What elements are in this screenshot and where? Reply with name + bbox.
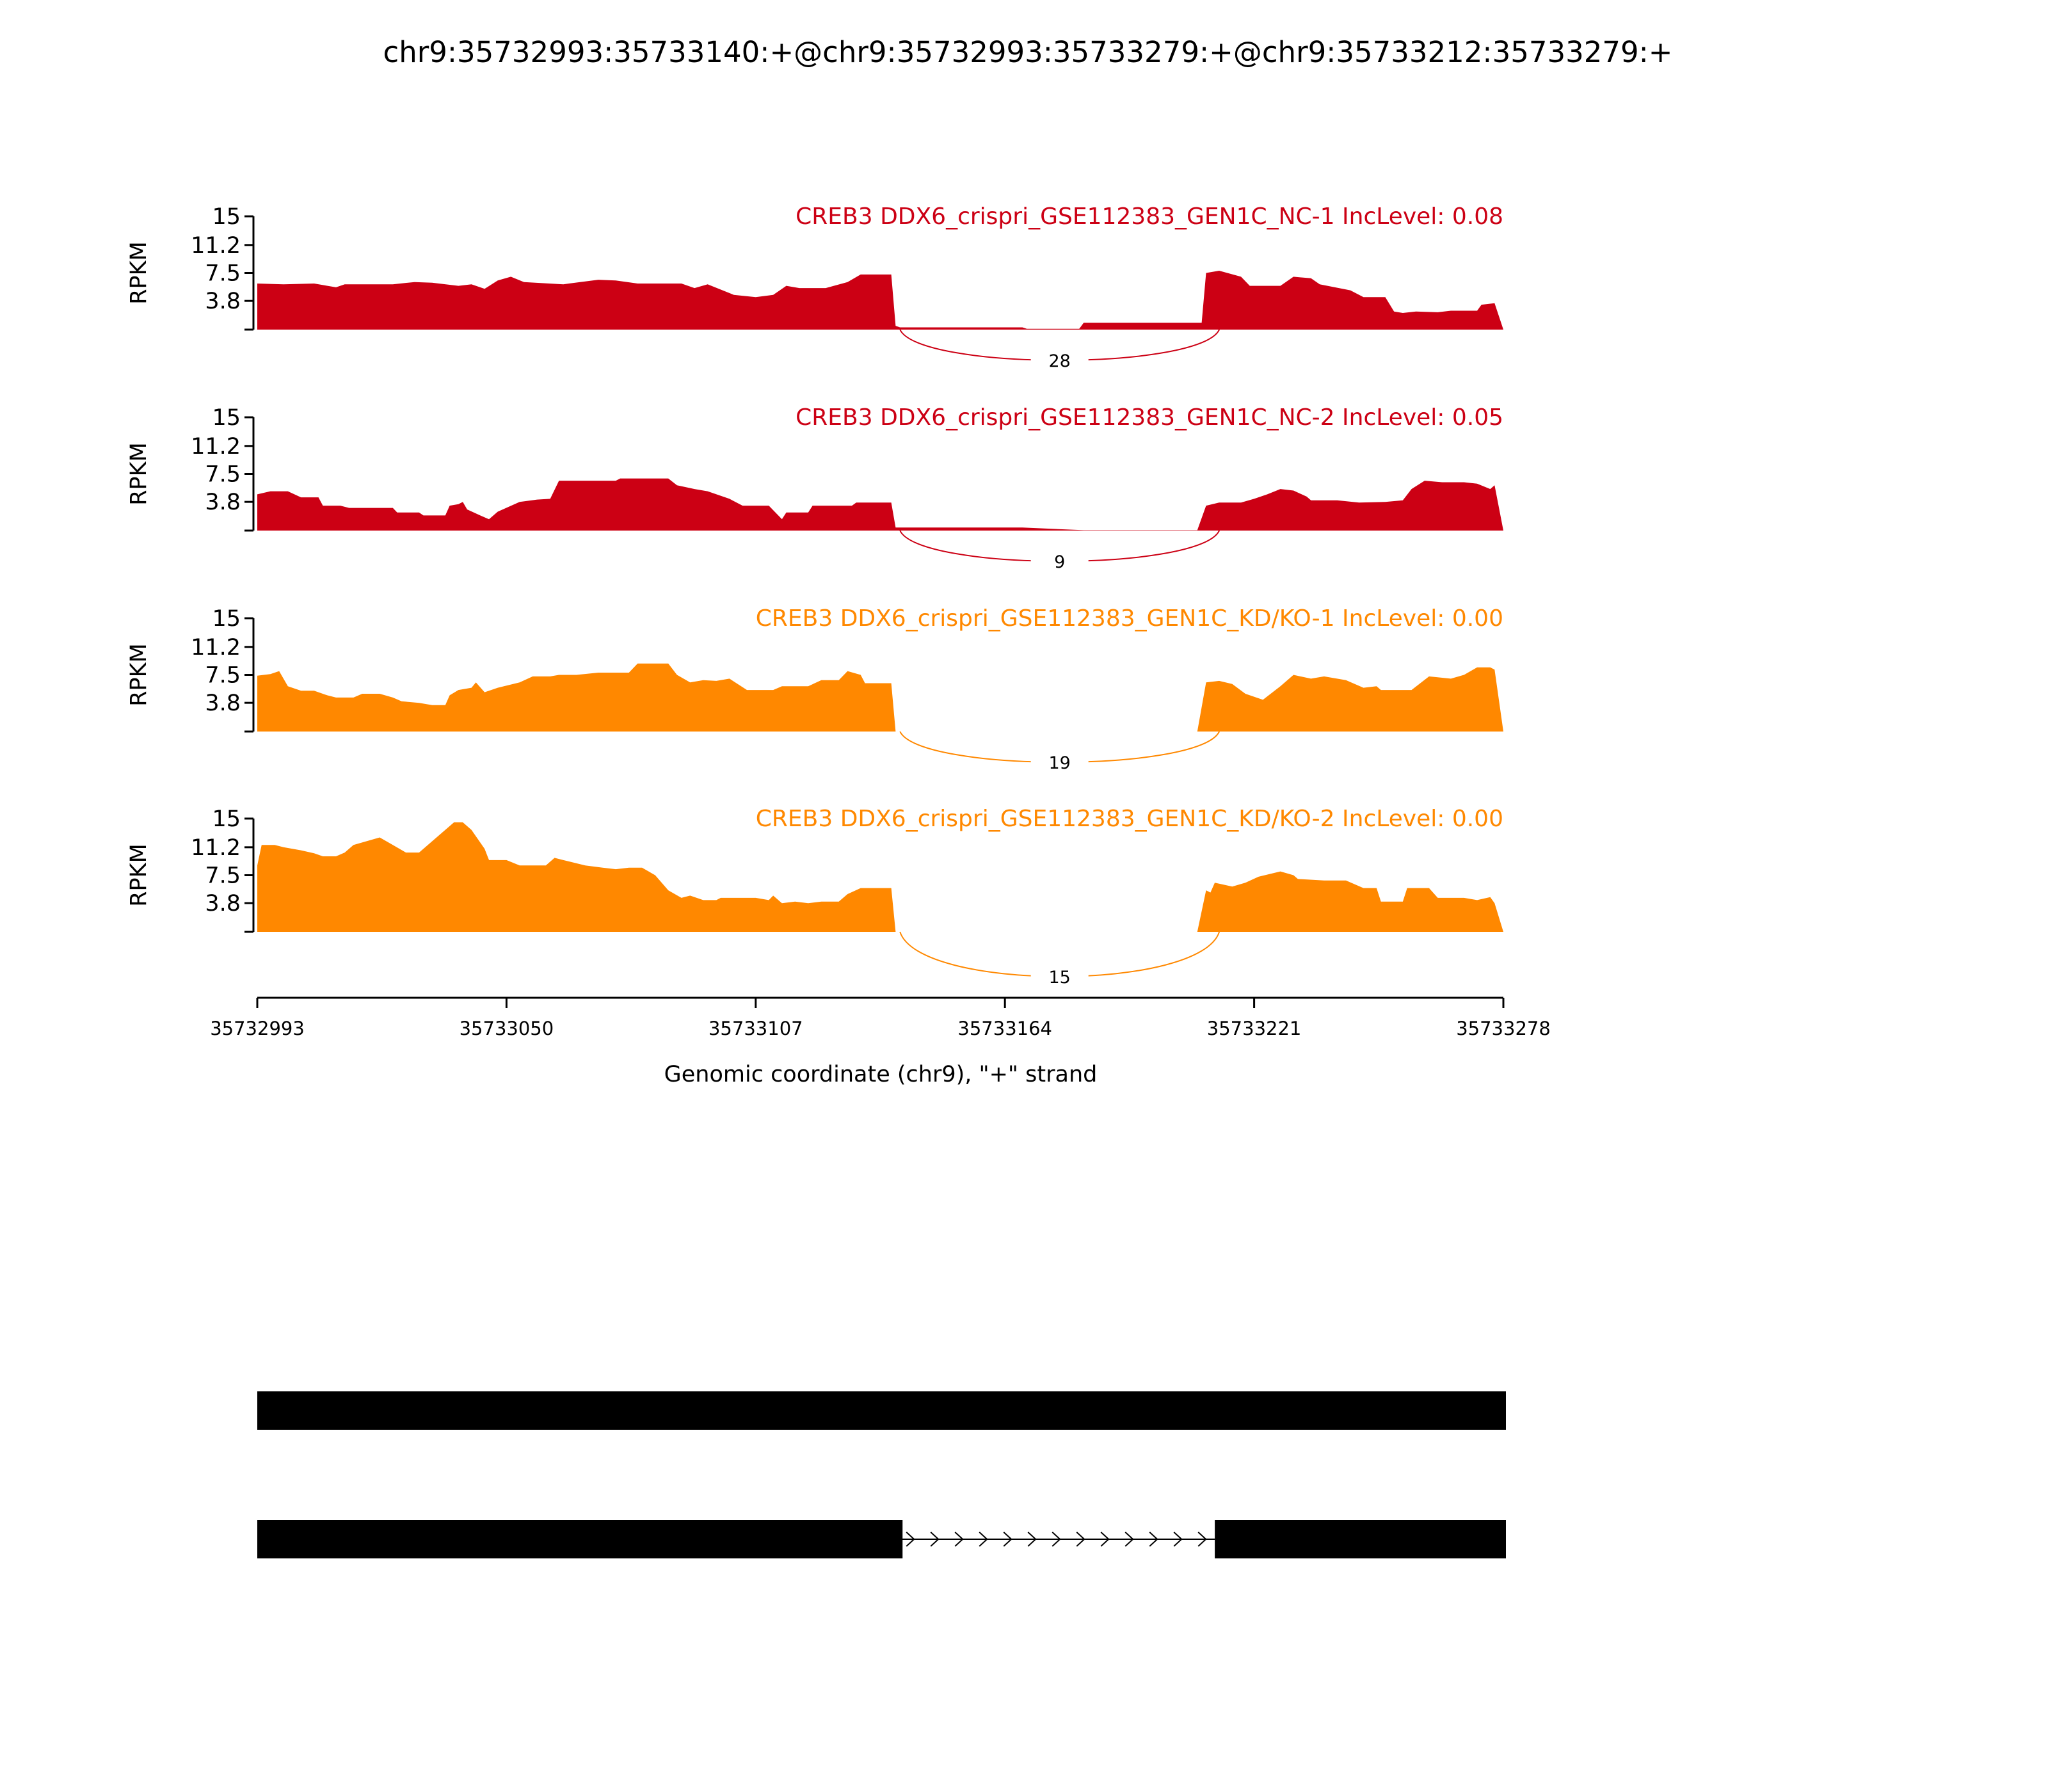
strand-arrow-icon <box>1027 1532 1037 1547</box>
junction-label-bg <box>1030 550 1089 574</box>
strand-arrow-icon <box>1173 1532 1183 1547</box>
x-axis-label: Genomic coordinate (chr9), "+" strand <box>664 1062 1098 1087</box>
y-tick-label: 15 <box>212 806 241 832</box>
strand-arrow-icon <box>1052 1532 1061 1547</box>
gene-model-2 <box>257 1520 1506 1558</box>
y-tick-label: 15 <box>212 606 241 632</box>
track-label: CREB3 DDX6_crispri_GSE112383_GEN1C_KD/KO… <box>756 806 1503 832</box>
x-tick-label: 35733278 <box>1456 1018 1551 1039</box>
y-tick-label: 11.2 <box>191 635 241 660</box>
y-tick-label: 11.2 <box>191 434 241 460</box>
strand-arrow-icon <box>906 1532 915 1547</box>
y-tick-label: 7.5 <box>205 863 241 889</box>
y-tick-label: 3.8 <box>205 691 241 716</box>
junction-count-label: 28 <box>1048 351 1070 371</box>
y-axis-label: RPKM <box>126 241 152 305</box>
junction-count-label: 9 <box>1054 552 1065 572</box>
junction-label-bg <box>1030 751 1089 775</box>
junction-count-label: 15 <box>1048 968 1070 988</box>
coverage-area <box>257 822 1503 932</box>
x-tick-label: 35732993 <box>210 1018 305 1039</box>
gene-model-1 <box>257 1391 1506 1430</box>
track-1: 15 11.27.53.8 RPKM CREB3 DDX6_crispri_GSE11… <box>126 204 1503 373</box>
junction-label-bg <box>1030 965 1089 989</box>
y-tick-label: 15 <box>212 405 241 431</box>
y-axis-label: RPKM <box>126 643 152 707</box>
strand-arrow-icon <box>979 1532 988 1547</box>
y-tick-label: 7.5 <box>205 261 241 287</box>
strand-arrow-icon <box>1149 1532 1158 1547</box>
x-tick-label: 35733164 <box>957 1018 1052 1039</box>
coverage-area <box>257 478 1503 531</box>
exon-block <box>1215 1520 1506 1558</box>
track-label: CREB3 DDX6_crispri_GSE112383_GEN1C_NC-2 … <box>796 404 1503 431</box>
chart-title: chr9:35732993:35733140:+@chr9:35732993:3… <box>383 35 1672 69</box>
x-tick-label: 35733107 <box>708 1018 803 1039</box>
x-axis: 35732993 35733050 35733107 35733164 35733221… <box>210 996 1551 1039</box>
coverage-area <box>257 663 1503 732</box>
y-tick-label: 3.8 <box>205 891 241 916</box>
coverage-area <box>257 271 1503 330</box>
junction-label-bg <box>1030 349 1089 373</box>
track-3: 15 11.2 7.53.8 RPKM CREB3 DDX6_crispri_GSE11… <box>126 605 1503 775</box>
x-tick-label: 35733221 <box>1207 1018 1302 1039</box>
exon-block <box>257 1520 903 1558</box>
x-tick-label: 35733050 <box>460 1018 554 1039</box>
track-label: CREB3 DDX6_crispri_GSE112383_GEN1C_KD/KO… <box>756 605 1503 632</box>
strand-arrow-icon <box>930 1532 940 1547</box>
gene-models <box>257 1391 1506 1558</box>
y-axis-label: RPKM <box>126 442 152 506</box>
strand-arrow-icon <box>954 1532 964 1547</box>
y-tick-label: 3.8 <box>205 490 241 515</box>
track-4: 15 11.27.53.8 RPKM CREB3 DDX6_crispri_GSE11… <box>126 806 1503 989</box>
exon-block <box>257 1391 1506 1430</box>
strand-arrow-icon <box>1197 1532 1207 1547</box>
strand-arrow-icon <box>1124 1532 1134 1547</box>
y-tick-label: 7.5 <box>205 462 241 488</box>
track-label: CREB3 DDX6_crispri_GSE112383_GEN1C_NC-1 … <box>796 204 1503 230</box>
strand-arrow-icon <box>1076 1532 1085 1547</box>
y-tick-label: 15 <box>212 204 241 230</box>
y-tick-label: 11.2 <box>191 233 241 259</box>
y-tick-label: 7.5 <box>205 663 241 689</box>
strand-arrow-icon <box>1003 1532 1012 1547</box>
strand-arrow-icon <box>1100 1532 1110 1547</box>
y-axis-label: RPKM <box>126 844 152 907</box>
y-tick-label: 11.2 <box>191 835 241 861</box>
junction-count-label: 19 <box>1048 753 1070 773</box>
track-2: 15 11.27.53.8 RPKM CREB3 DDX6_crispri_GSE11… <box>126 404 1503 574</box>
y-tick-label: 3.8 <box>205 289 241 314</box>
